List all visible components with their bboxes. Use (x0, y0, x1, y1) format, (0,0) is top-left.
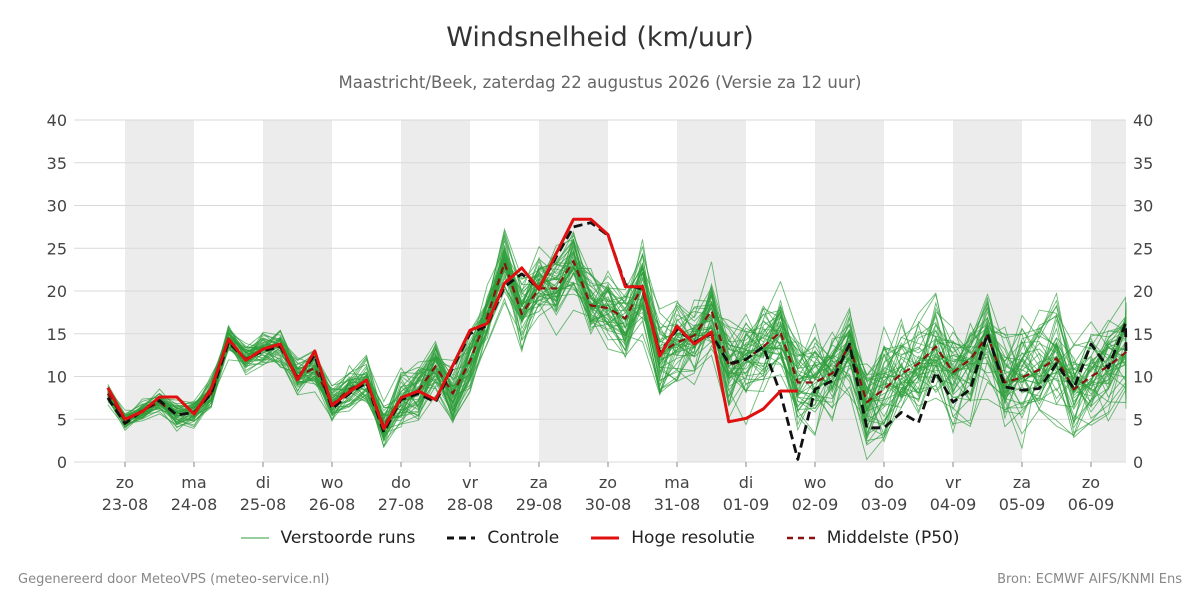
legend-label-median: Middelste (P50) (826, 528, 960, 548)
y-tick-left-10: 10 (47, 368, 67, 387)
x-tick-date-9: 01-09 (723, 495, 770, 514)
x-tick-dow-8: ma (664, 473, 689, 492)
x-tick-dow-5: vr (462, 473, 478, 492)
x-tick-date-6: 29-08 (516, 495, 563, 514)
x-tick-date-11: 03-09 (861, 495, 908, 514)
x-tick-date-14: 06-09 (1068, 495, 1115, 514)
y-tick-right-35: 35 (1133, 154, 1153, 173)
x-tick-date-8: 31-08 (654, 495, 701, 514)
x-tick-date-10: 02-09 (792, 495, 839, 514)
y-tick-right-15: 15 (1133, 325, 1153, 344)
ensemble-member-39 (107, 237, 1127, 450)
x-tick-date-5: 28-08 (447, 495, 494, 514)
y-tick-right-40: 40 (1133, 111, 1153, 130)
y-tick-left-15: 15 (47, 325, 67, 344)
y-tick-right-25: 25 (1133, 239, 1153, 258)
legend-item-ensemble: Verstoorde runs (240, 528, 416, 548)
ensemble-member-44 (107, 251, 1127, 423)
x-tick-dow-3: wo (321, 473, 344, 492)
legend-item-median: Middelste (P50) (786, 528, 960, 548)
x-tick-date-1: 24-08 (171, 495, 218, 514)
y-tick-left-25: 25 (47, 239, 67, 258)
x-tick-date-12: 04-09 (930, 495, 977, 514)
x-tick-dow-4: do (391, 473, 411, 492)
x-tick-date-13: 05-09 (999, 495, 1046, 514)
y-tick-right-10: 10 (1133, 368, 1153, 387)
legend-swatch-ensemble (240, 537, 269, 539)
y-tick-left-30: 30 (47, 197, 67, 216)
footer-generated-by: Gegenereerd door MeteoVPS (meteo-service… (18, 572, 330, 587)
legend-item-control: Controle (447, 528, 559, 548)
legend-label-hires: Hoge resolutie (631, 528, 755, 548)
y-tick-right-30: 30 (1133, 197, 1153, 216)
footer-source: Bron: ECMWF AIFS/KNMI Ens (997, 572, 1182, 587)
x-tick-dow-7: zo (599, 473, 617, 492)
y-tick-left-35: 35 (47, 154, 67, 173)
x-tick-dow-9: di (739, 473, 754, 492)
x-tick-date-2: 25-08 (240, 495, 287, 514)
y-tick-left-0: 0 (57, 453, 67, 472)
x-tick-dow-11: do (874, 473, 894, 492)
x-tick-dow-14: zo (1082, 473, 1100, 492)
chart-title: Windsnelheid (km/uur) (446, 22, 754, 53)
y-tick-right-20: 20 (1133, 282, 1153, 301)
ensemble-member-36 (107, 251, 1127, 445)
x-tick-date-0: 23-08 (102, 495, 149, 514)
legend-swatch-median (786, 536, 815, 540)
legend-label-ensemble: Verstoorde runs (280, 528, 416, 548)
x-tick-date-3: 26-08 (309, 495, 356, 514)
y-tick-left-40: 40 (47, 111, 67, 130)
chart-subtitle: Maastricht/Beek, zaterdag 22 augustus 20… (338, 73, 862, 92)
y-tick-right-0: 0 (1133, 453, 1143, 472)
x-tick-dow-0: zo (116, 473, 134, 492)
y-tick-left-5: 5 (57, 410, 67, 429)
legend-swatch-hires (591, 536, 620, 540)
y-tick-left-20: 20 (47, 282, 67, 301)
x-tick-date-4: 27-08 (378, 495, 425, 514)
legend-label-control: Controle (487, 528, 560, 548)
main-series (106, 217, 1128, 461)
axes: 0 0 5 5 10 10 15 15 20 20 25 25 30 30 35 35 40 40 zo 23-08 m… (47, 111, 1154, 514)
legend: Verstoorde runs Controle Hoge resolutie Mid… (0, 528, 1200, 548)
ensemble-member-46 (107, 260, 1127, 435)
series-hoge-resolutie (106, 217, 798, 431)
y-tick-right-5: 5 (1133, 410, 1143, 429)
x-tick-dow-12: vr (945, 473, 961, 492)
x-tick-dow-13: za (1013, 473, 1031, 492)
ensemble-member-42 (107, 229, 1127, 438)
legend-item-hires: Hoge resolutie (591, 528, 755, 548)
x-tick-dow-6: za (530, 473, 548, 492)
x-tick-dow-10: wo (804, 473, 827, 492)
ensemble-member-40 (107, 246, 1127, 432)
legend-swatch-control (447, 536, 476, 540)
x-tick-date-7: 30-08 (585, 495, 632, 514)
x-tick-dow-2: di (256, 473, 271, 492)
x-tick-dow-1: ma (181, 473, 206, 492)
ensemble-member-49 (107, 262, 1127, 433)
